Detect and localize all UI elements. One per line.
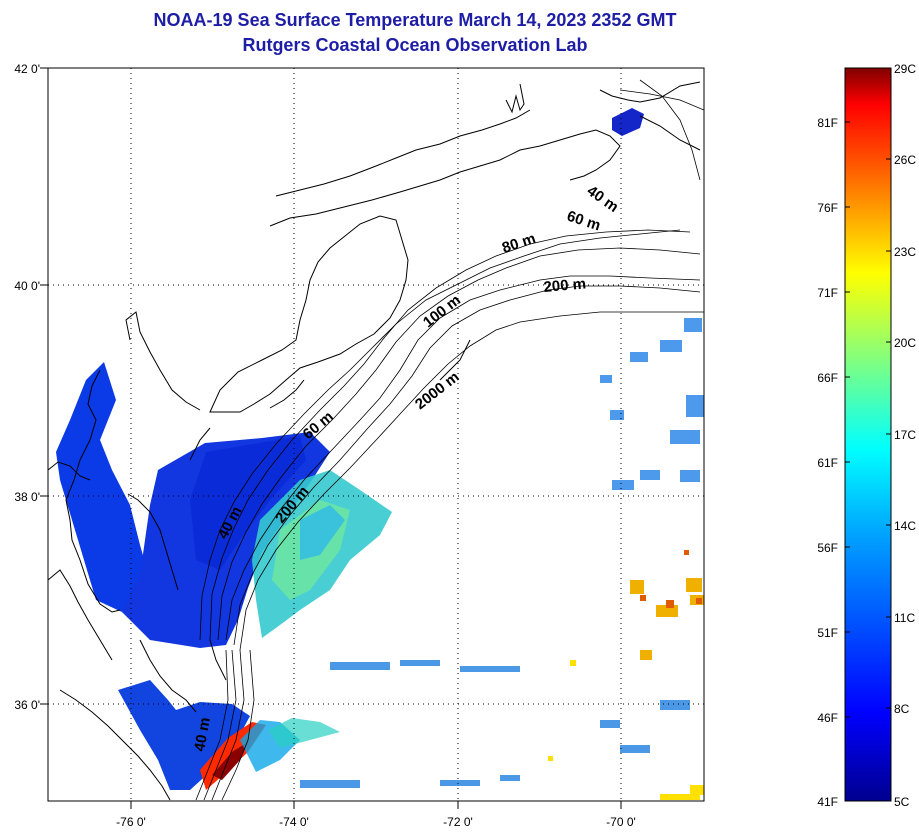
colorbar-f-label: 46F bbox=[817, 711, 838, 725]
lon-tick-label: -74 0' bbox=[279, 815, 309, 829]
colorbar-c-label: 20C bbox=[894, 336, 916, 350]
lon-tick-label: -72 0' bbox=[443, 815, 473, 829]
colorbar-gradient bbox=[844, 67, 892, 802]
colorbar-c-label: 29C bbox=[894, 62, 916, 76]
map-frame bbox=[47, 67, 705, 802]
colorbar-c-label: 23C bbox=[894, 245, 916, 259]
colorbar-c-label: 8C bbox=[894, 702, 910, 716]
axis-ticks bbox=[40, 67, 622, 809]
depth-contours bbox=[195, 79, 704, 801]
graticule bbox=[48, 68, 704, 801]
colorbar-f-label: 81F bbox=[817, 116, 838, 130]
map-subtitle: Rutgers Coastal Ocean Observation Lab bbox=[242, 35, 588, 55]
lat-tick-label: 36 0' bbox=[14, 698, 40, 712]
colorbar-f-label: 61F bbox=[817, 456, 838, 470]
colorbar-c-label: 14C bbox=[894, 519, 916, 533]
colorbar: 81F 76F 71F 66F 61F 56F 51F 46F 41F 29C … bbox=[817, 62, 916, 809]
map-title: NOAA-19 Sea Surface Temperature March 14… bbox=[153, 10, 677, 30]
lat-tick-label: 40 0' bbox=[14, 279, 40, 293]
lon-tick-label: -76 0' bbox=[116, 815, 146, 829]
lat-tick-label: 38 0' bbox=[14, 490, 40, 504]
colorbar-c-label: 5C bbox=[894, 795, 910, 809]
colorbar-f-label: 66F bbox=[817, 371, 838, 385]
colorbar-f-label: 51F bbox=[817, 626, 838, 640]
lon-tick-label: -70 0' bbox=[606, 815, 636, 829]
sst-field bbox=[56, 108, 704, 800]
colorbar-f-label: 41F bbox=[817, 795, 838, 809]
map-area bbox=[48, 68, 704, 801]
depth-label: 40 m bbox=[191, 716, 214, 753]
colorbar-f-label: 71F bbox=[817, 286, 838, 300]
lat-tick-label: 42 0' bbox=[14, 62, 40, 76]
colorbar-f-label: 76F bbox=[817, 201, 838, 215]
depth-label: 200 m bbox=[543, 275, 587, 296]
colorbar-c-label: 26C bbox=[894, 153, 916, 167]
colorbar-f-label: 56F bbox=[817, 541, 838, 555]
coastline bbox=[48, 81, 701, 801]
colorbar-c-label: 11C bbox=[894, 611, 915, 625]
colorbar-c-label: 17C bbox=[894, 428, 916, 442]
